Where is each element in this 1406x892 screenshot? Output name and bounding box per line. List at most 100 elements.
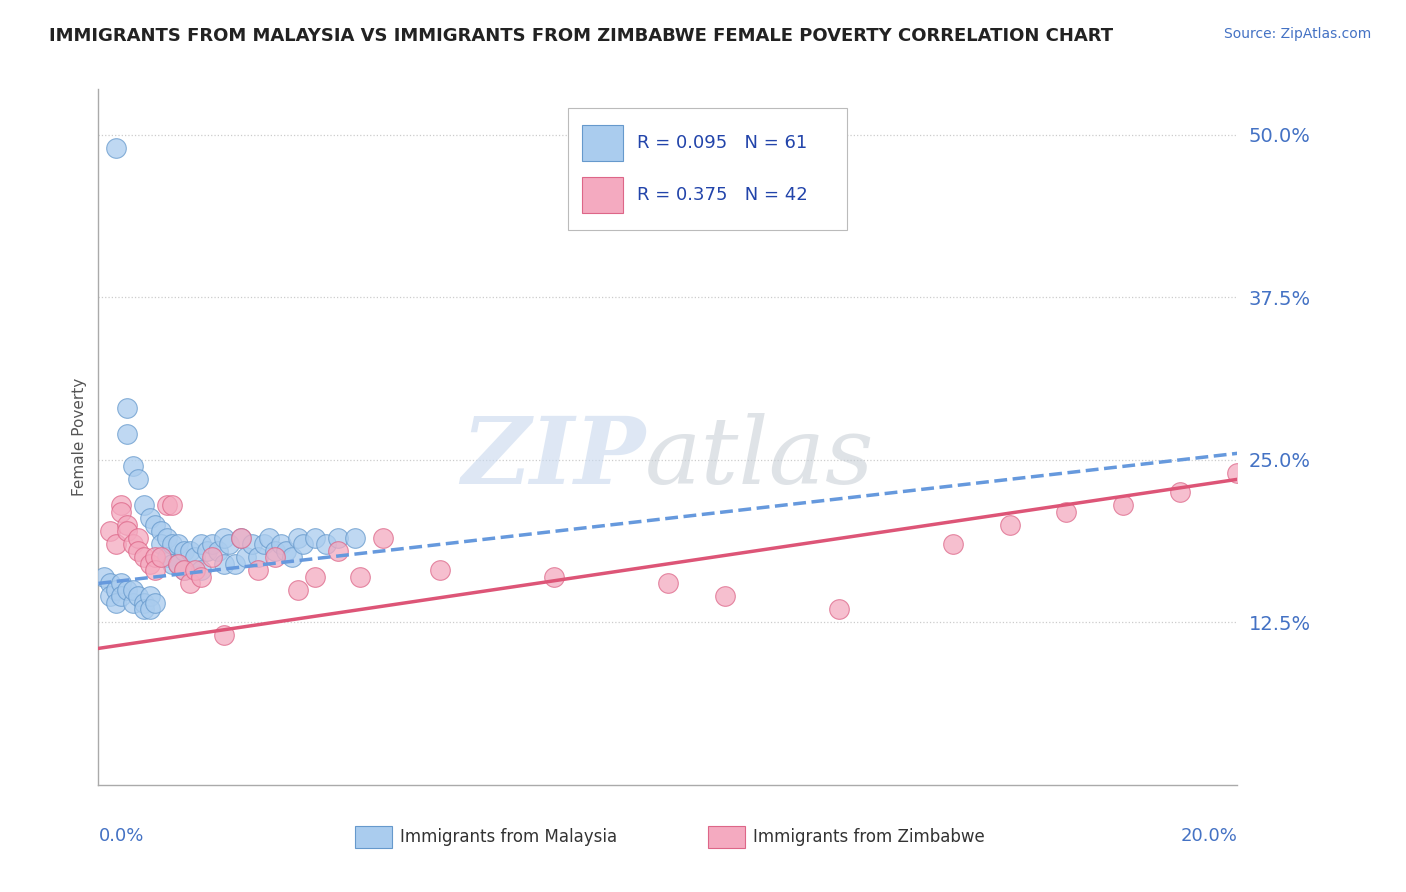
Point — [212, 557, 235, 571]
Text: R = 0.095   N = 61: R = 0.095 N = 61 — [637, 134, 807, 153]
Point — [104, 596, 127, 610]
Point — [132, 596, 155, 610]
Point — [240, 537, 263, 551]
Point — [104, 537, 127, 551]
Point — [1112, 499, 1135, 513]
Point — [110, 576, 132, 591]
Point — [121, 459, 143, 474]
Point — [167, 537, 190, 551]
Point — [304, 531, 326, 545]
Point — [429, 563, 451, 577]
Point — [121, 582, 143, 597]
Point — [190, 537, 212, 551]
Point — [173, 563, 195, 577]
Point — [184, 550, 207, 565]
Point — [212, 628, 235, 642]
Point — [276, 544, 298, 558]
Point — [543, 570, 565, 584]
Point — [104, 141, 127, 155]
Point — [246, 563, 269, 577]
Point — [145, 550, 167, 565]
Point — [190, 563, 212, 577]
Text: Source: ZipAtlas.com: Source: ZipAtlas.com — [1223, 27, 1371, 41]
Point — [173, 544, 195, 558]
Point — [115, 426, 138, 441]
Point — [373, 531, 395, 545]
Point — [252, 537, 274, 551]
Point — [281, 550, 304, 565]
Point — [110, 499, 132, 513]
Text: R = 0.375   N = 42: R = 0.375 N = 42 — [637, 186, 807, 204]
Point — [246, 550, 269, 565]
Point — [1226, 466, 1249, 480]
Point — [162, 557, 184, 571]
Point — [127, 472, 149, 486]
Point — [132, 550, 155, 565]
Point — [162, 537, 184, 551]
Point — [98, 576, 121, 591]
Point — [229, 531, 252, 545]
Point — [162, 499, 184, 513]
Point — [224, 557, 246, 571]
Bar — [707, 826, 745, 848]
Point — [184, 563, 207, 577]
Bar — [354, 826, 392, 848]
Point — [828, 602, 851, 616]
Point — [264, 544, 287, 558]
Text: 20.0%: 20.0% — [1181, 827, 1237, 845]
Point — [235, 550, 257, 565]
Point — [145, 563, 167, 577]
Point — [343, 531, 366, 545]
Point — [657, 576, 679, 591]
Point — [201, 537, 224, 551]
Point — [264, 550, 287, 565]
Y-axis label: Female Poverty: Female Poverty — [72, 378, 87, 496]
Point — [201, 550, 224, 565]
Point — [115, 517, 138, 532]
Text: IMMIGRANTS FROM MALAYSIA VS IMMIGRANTS FROM ZIMBABWE FEMALE POVERTY CORRELATION : IMMIGRANTS FROM MALAYSIA VS IMMIGRANTS F… — [49, 27, 1114, 45]
Point — [259, 531, 281, 545]
Point — [190, 570, 212, 584]
Point — [150, 524, 173, 539]
Point — [167, 557, 190, 571]
Point — [115, 401, 138, 415]
Point — [714, 590, 737, 604]
Text: ZIP: ZIP — [461, 413, 645, 503]
Point — [127, 590, 149, 604]
Point — [326, 544, 349, 558]
Text: Immigrants from Zimbabwe: Immigrants from Zimbabwe — [754, 828, 986, 847]
Text: 0.0%: 0.0% — [98, 827, 143, 845]
Point — [150, 537, 173, 551]
Point — [287, 531, 309, 545]
Point — [156, 531, 179, 545]
Point — [98, 590, 121, 604]
Point — [138, 590, 160, 604]
Point — [304, 570, 326, 584]
Point — [93, 570, 115, 584]
Point — [207, 544, 229, 558]
Point — [121, 537, 143, 551]
Point — [270, 537, 292, 551]
Point — [121, 596, 143, 610]
Point — [132, 602, 155, 616]
Point — [145, 517, 167, 532]
Point — [1056, 505, 1078, 519]
Point — [127, 544, 149, 558]
Point — [145, 596, 167, 610]
Point — [212, 531, 235, 545]
Point — [138, 511, 160, 525]
Point — [179, 544, 201, 558]
Point — [218, 537, 240, 551]
Point — [115, 524, 138, 539]
Point — [138, 557, 160, 571]
Point — [104, 582, 127, 597]
Point — [229, 531, 252, 545]
Point — [110, 505, 132, 519]
Text: atlas: atlas — [645, 413, 875, 503]
Point — [287, 582, 309, 597]
Point — [326, 531, 349, 545]
Point — [132, 499, 155, 513]
Point — [942, 537, 965, 551]
Point — [115, 582, 138, 597]
Point — [998, 517, 1021, 532]
